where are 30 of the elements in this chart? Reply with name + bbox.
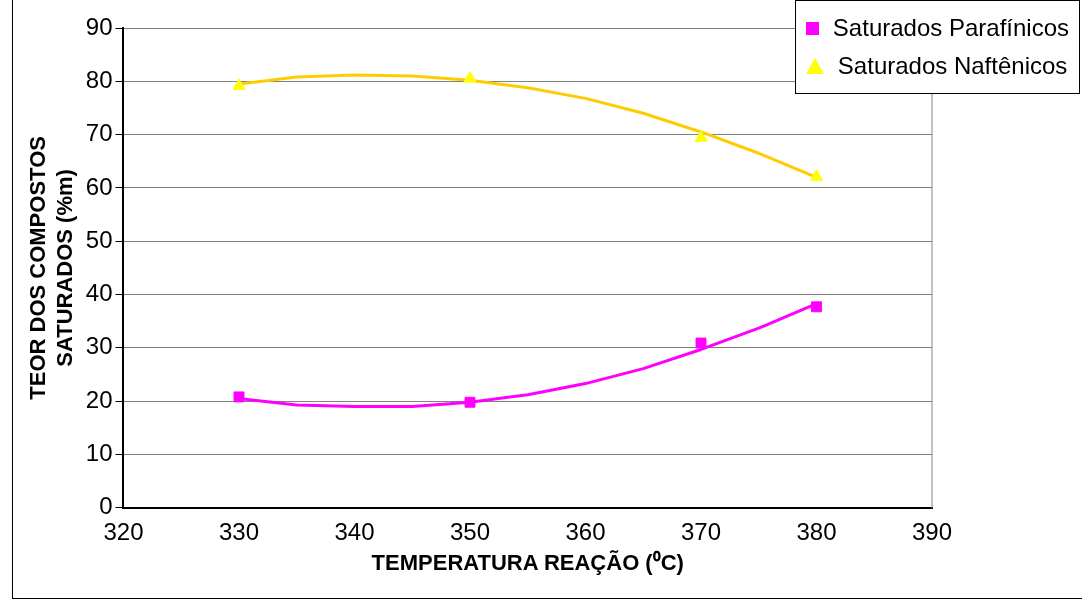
point: [695, 337, 707, 349]
y-tick-label: 40: [85, 279, 113, 307]
point: [233, 391, 245, 403]
point: [809, 169, 824, 181]
y-tick-label: 60: [85, 172, 113, 200]
x-tick-label: 320: [103, 517, 144, 545]
y-tick-label: 10: [85, 439, 113, 467]
y-tick-label: 90: [85, 12, 113, 40]
x-tick-label: 330: [218, 517, 260, 545]
x-tick-label: 370: [680, 517, 722, 545]
legend-label: Saturados Naftênicos: [837, 52, 1068, 80]
y-tick-label: 0: [99, 492, 113, 520]
x-tick-label: 380: [796, 517, 837, 545]
y-tick-label: 70: [85, 119, 113, 147]
y-axis-title: TEOR DOS COMPOSTOS SATURADOS (%m): [25, 136, 77, 400]
point: [464, 396, 476, 408]
x-tick-label: 390: [911, 517, 953, 545]
y-tick-label: 50: [85, 225, 113, 253]
x-axis-title: TEMPERATURA REAÇÃO (⁰C): [371, 549, 684, 575]
y-tick-label: 30: [85, 332, 113, 360]
point: [694, 130, 708, 142]
x-tick-label: 360: [565, 517, 606, 545]
y-tick-label: 80: [85, 65, 113, 93]
x-tick-label: 340: [334, 517, 375, 545]
x-tick-label: 350: [449, 517, 491, 545]
point: [232, 78, 246, 91]
y-tick-label: 20: [85, 385, 113, 413]
point: [811, 301, 822, 313]
legend-label: Saturados Parafínicos: [832, 14, 1069, 42]
point: [463, 71, 477, 83]
